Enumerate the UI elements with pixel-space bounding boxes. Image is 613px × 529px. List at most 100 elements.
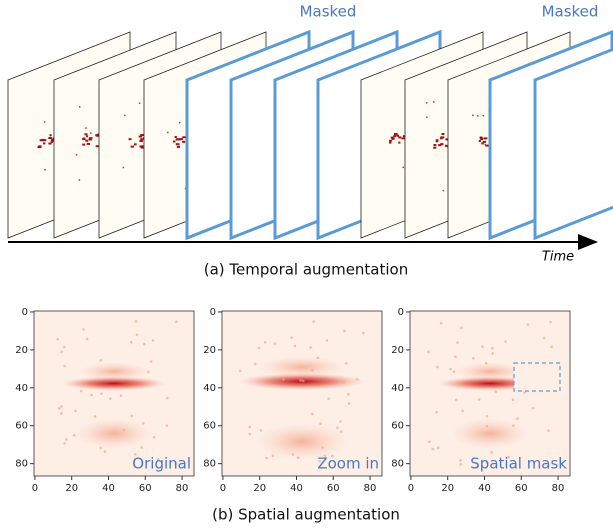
dot	[431, 447, 435, 451]
dot	[436, 446, 440, 449]
masked-frame	[533, 47, 613, 241]
spot	[425, 102, 428, 104]
spot	[480, 138, 483, 141]
spot	[402, 166, 404, 169]
spot	[48, 142, 52, 145]
dot	[311, 369, 314, 372]
dot	[56, 337, 59, 341]
dot	[472, 356, 475, 360]
dot	[263, 340, 267, 344]
spot	[438, 144, 442, 147]
dot	[174, 320, 178, 324]
dot	[491, 352, 495, 355]
spot	[433, 144, 437, 147]
spot	[484, 143, 487, 146]
panel-label: Zoom in	[317, 455, 379, 473]
spot	[124, 114, 126, 117]
spot	[389, 139, 392, 142]
dot	[542, 336, 546, 340]
dot	[140, 446, 144, 449]
spot	[78, 179, 81, 181]
dot	[165, 424, 169, 427]
spot	[128, 138, 132, 141]
dot	[511, 398, 515, 402]
dot	[456, 341, 459, 344]
dot	[550, 345, 554, 349]
spot	[392, 137, 395, 140]
dot	[484, 362, 488, 365]
dot	[339, 420, 342, 423]
dot	[523, 391, 526, 394]
y-tick-label: 20	[203, 345, 216, 356]
spot	[175, 143, 180, 146]
dot	[323, 454, 327, 458]
dot	[63, 442, 66, 445]
spot	[90, 132, 92, 134]
dot	[293, 344, 297, 348]
heatmap-panel: 0 20 40 60 80 0 20 40 60 80 Spatial mask	[391, 307, 571, 494]
dot	[485, 414, 489, 418]
spot	[433, 101, 435, 103]
y-tick-label: 80	[15, 459, 28, 470]
spot	[483, 137, 488, 140]
dot	[454, 398, 458, 402]
spot	[39, 139, 44, 142]
dot	[122, 428, 126, 432]
dot	[151, 339, 155, 342]
spot	[482, 114, 485, 117]
dot	[82, 328, 85, 331]
dot	[547, 429, 550, 432]
dot	[347, 392, 350, 396]
spot	[485, 144, 490, 147]
dot	[355, 378, 359, 381]
dot	[72, 434, 76, 437]
y-tick-label: 0	[22, 307, 28, 318]
dot	[427, 350, 430, 354]
dot	[318, 459, 322, 463]
spot	[44, 168, 46, 171]
blob	[79, 362, 149, 381]
dot	[273, 342, 277, 345]
spot	[133, 143, 137, 146]
dot	[248, 425, 252, 429]
spot	[435, 139, 439, 142]
dot	[62, 345, 66, 349]
spot	[85, 127, 87, 129]
x-tick-label: 40	[290, 483, 303, 494]
dot	[259, 429, 263, 432]
time-label: Time	[542, 250, 574, 265]
spot	[479, 136, 483, 139]
spot	[86, 135, 89, 138]
heatmap-panel: 0 20 40 60 80 0 20 40 60 80 Original	[15, 307, 195, 494]
x-tick-label: 0	[32, 483, 38, 494]
spot	[130, 145, 134, 148]
dot	[459, 463, 462, 466]
spot	[445, 138, 450, 141]
spot	[50, 139, 55, 142]
dot	[526, 323, 530, 326]
dot	[449, 367, 452, 371]
spot	[78, 106, 81, 108]
spot	[476, 115, 479, 117]
spot	[140, 134, 145, 137]
dot	[85, 337, 89, 341]
dot	[63, 364, 66, 368]
x-tick-label: 40	[102, 483, 115, 494]
spot	[140, 146, 145, 149]
x-tick-label: 20	[253, 483, 266, 494]
blob	[260, 356, 344, 378]
spot	[176, 138, 181, 141]
spot	[88, 137, 93, 140]
spot	[398, 136, 402, 139]
x-tick-label: 80	[364, 483, 377, 494]
dot	[435, 410, 438, 414]
spot	[180, 137, 183, 140]
dot	[108, 397, 112, 400]
dot	[130, 414, 134, 418]
dot	[90, 393, 93, 397]
spot	[398, 141, 401, 144]
dot	[265, 456, 268, 460]
spot	[442, 189, 445, 192]
spot	[88, 138, 92, 141]
